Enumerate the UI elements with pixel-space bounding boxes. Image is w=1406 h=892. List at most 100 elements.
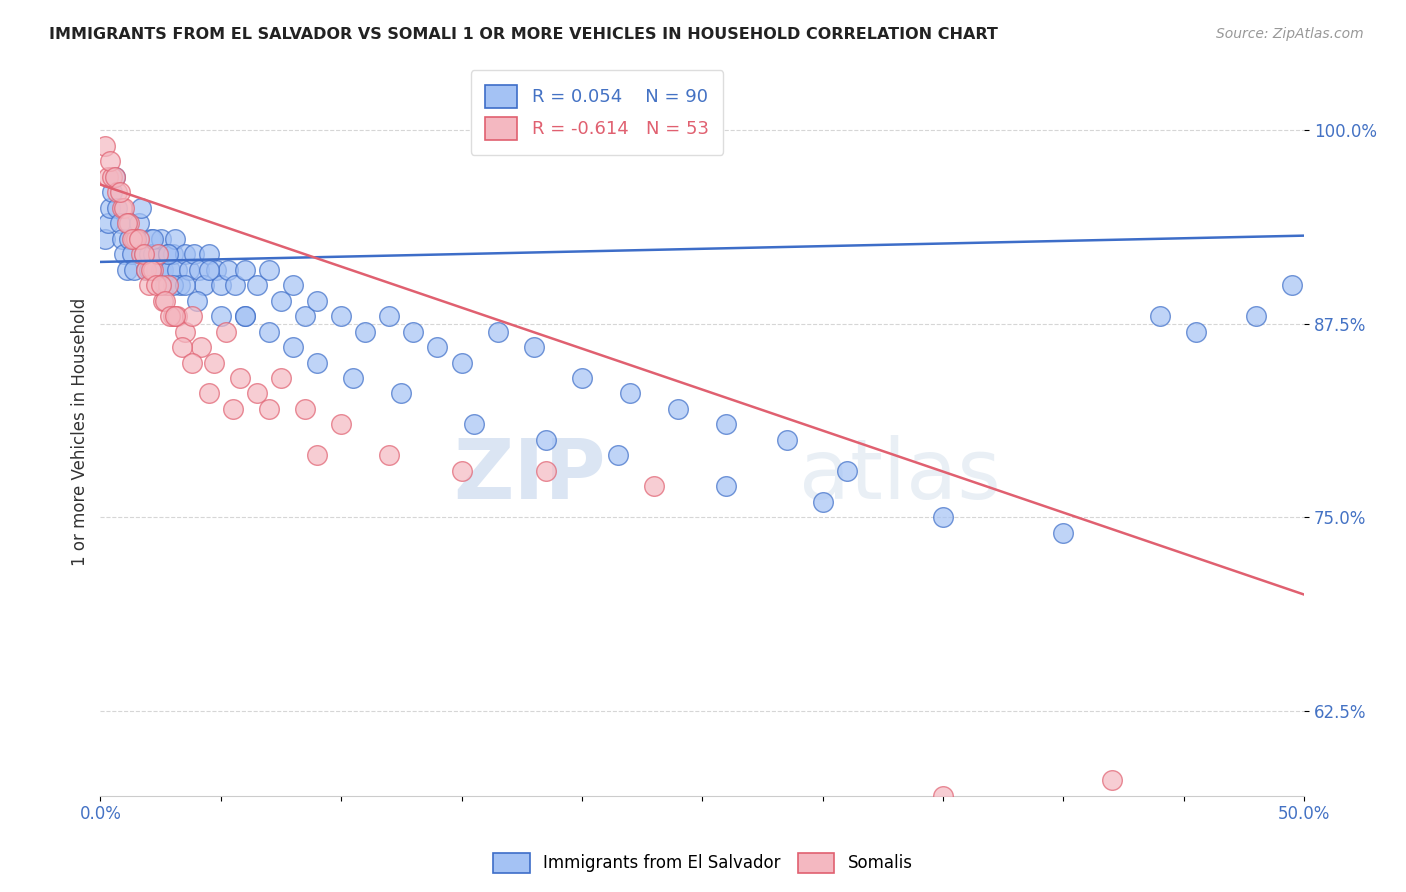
Point — [716, 479, 738, 493]
Point — [389, 386, 412, 401]
Point — [115, 216, 138, 230]
Text: atlas: atlas — [799, 435, 1000, 516]
Point — [305, 355, 328, 369]
Point — [233, 262, 256, 277]
Point — [180, 355, 202, 369]
Point — [163, 232, 186, 246]
Point — [152, 293, 174, 308]
Point — [197, 262, 219, 277]
Point — [129, 247, 152, 261]
Point — [932, 510, 955, 524]
Point — [111, 232, 134, 246]
Point — [1101, 773, 1123, 788]
Point — [209, 309, 232, 323]
Point — [105, 186, 128, 200]
Point — [152, 262, 174, 277]
Point — [224, 278, 246, 293]
Point — [135, 262, 157, 277]
Point — [209, 278, 232, 293]
Point — [159, 262, 181, 277]
Text: IMMIGRANTS FROM EL SALVADOR VS SOMALI 1 OR MORE VEHICLES IN HOUSEHOLD CORRELATIO: IMMIGRANTS FROM EL SALVADOR VS SOMALI 1 … — [49, 27, 998, 42]
Point — [139, 232, 162, 246]
Point — [138, 262, 160, 277]
Point — [463, 417, 485, 432]
Point — [775, 433, 797, 447]
Point — [125, 232, 148, 246]
Point — [104, 169, 127, 184]
Point — [104, 169, 127, 184]
Point — [118, 216, 141, 230]
Point — [125, 232, 148, 246]
Point — [270, 293, 292, 308]
Point — [162, 247, 184, 261]
Point — [146, 247, 169, 261]
Point — [534, 433, 557, 447]
Point — [128, 216, 150, 230]
Point — [121, 247, 143, 261]
Point — [486, 325, 509, 339]
Point — [142, 262, 165, 277]
Point — [330, 309, 353, 323]
Point — [149, 278, 172, 293]
Point — [233, 309, 256, 323]
Point — [94, 232, 117, 246]
Point — [155, 278, 177, 293]
Point — [281, 278, 304, 293]
Point — [214, 325, 236, 339]
Point — [149, 262, 172, 277]
Point — [159, 309, 181, 323]
Point — [166, 309, 188, 323]
Point — [450, 355, 472, 369]
Point — [202, 355, 225, 369]
Point — [354, 325, 377, 339]
Point — [281, 340, 304, 354]
Point — [1281, 278, 1303, 293]
Point — [523, 340, 546, 354]
Point — [173, 247, 195, 261]
Point — [155, 293, 177, 308]
Point — [305, 293, 328, 308]
Point — [811, 495, 834, 509]
Point — [97, 216, 120, 230]
Point — [270, 371, 292, 385]
Point — [162, 278, 184, 293]
Point — [257, 401, 280, 416]
Point — [342, 371, 364, 385]
Point — [139, 262, 162, 277]
Point — [205, 262, 228, 277]
Point — [180, 309, 202, 323]
Point — [571, 371, 593, 385]
Point — [619, 386, 641, 401]
Point — [122, 262, 145, 277]
Point — [112, 247, 135, 261]
Point — [1149, 309, 1171, 323]
Point — [98, 201, 121, 215]
Point — [156, 278, 179, 293]
Point — [138, 278, 160, 293]
Point — [932, 789, 955, 803]
Text: Source: ZipAtlas.com: Source: ZipAtlas.com — [1216, 27, 1364, 41]
Point — [94, 139, 117, 153]
Point — [257, 325, 280, 339]
Point — [173, 278, 195, 293]
Point — [163, 309, 186, 323]
Point — [246, 278, 269, 293]
Point — [101, 186, 124, 200]
Point — [193, 278, 215, 293]
Point — [98, 154, 121, 169]
Point — [108, 186, 131, 200]
Point — [186, 293, 208, 308]
Point — [145, 278, 167, 293]
Point — [183, 247, 205, 261]
Y-axis label: 1 or more Vehicles in Household: 1 or more Vehicles in Household — [72, 298, 89, 566]
Point — [156, 247, 179, 261]
Point — [142, 247, 165, 261]
Point — [378, 448, 401, 462]
Point — [115, 262, 138, 277]
Point — [534, 464, 557, 478]
Point — [146, 247, 169, 261]
Point — [101, 169, 124, 184]
Point — [169, 278, 191, 293]
Point — [666, 401, 689, 416]
Point — [222, 401, 245, 416]
